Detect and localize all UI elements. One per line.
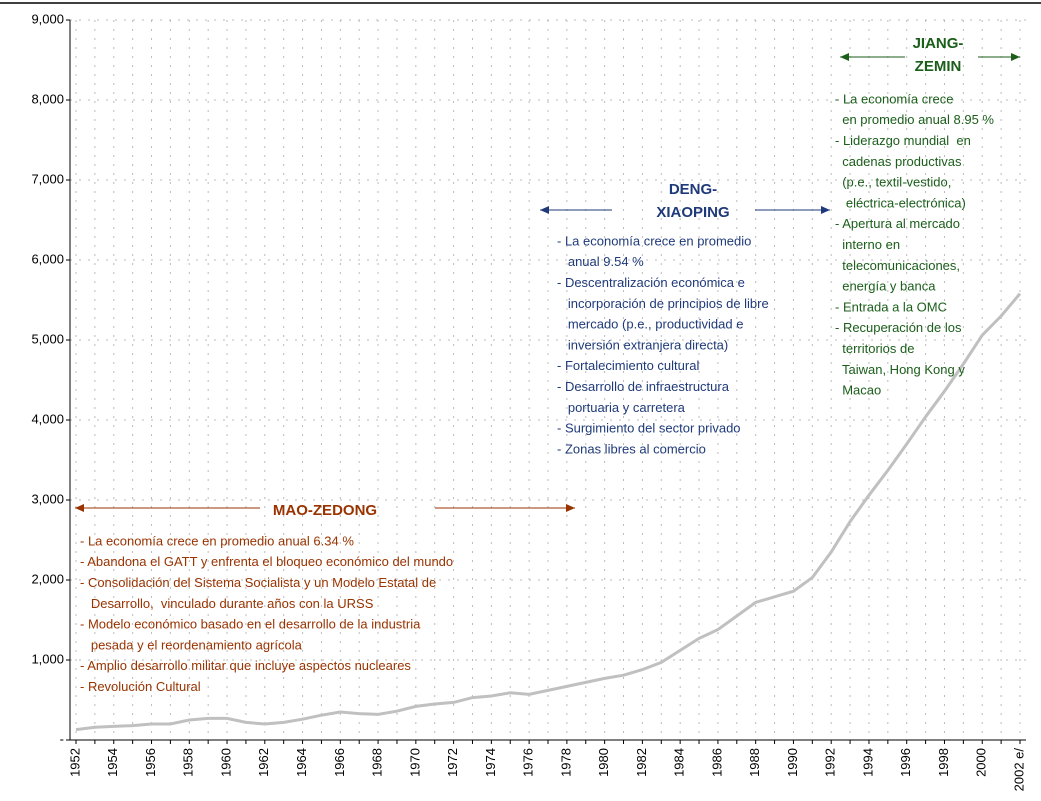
era-note: - Apertura al mercado bbox=[835, 216, 960, 231]
era-note: - Revolución Cultural bbox=[80, 679, 201, 694]
era-note: cadenas productivas bbox=[835, 154, 962, 169]
x-tick-label: 1974 bbox=[483, 748, 498, 777]
x-tick-label: 1958 bbox=[181, 748, 196, 777]
x-tick-label: 1998 bbox=[936, 748, 951, 777]
era-note: - Abandona el GATT y enfrenta el bloqueo… bbox=[80, 554, 453, 569]
x-tick-label: 1984 bbox=[672, 748, 687, 777]
era-note: Macao bbox=[835, 383, 881, 398]
x-tick-label: 1996 bbox=[898, 748, 913, 777]
era-note: - Liderazgo mundial en bbox=[835, 133, 971, 148]
era-note: - Consolidación del Sistema Socialista y… bbox=[80, 575, 436, 590]
era-note: - La economía crece en promedio bbox=[557, 233, 751, 248]
x-tick-label: 1962 bbox=[256, 748, 271, 777]
era-note: (p.e., textil-vestido, bbox=[835, 175, 951, 190]
x-tick-label: 1982 bbox=[634, 748, 649, 777]
era-note: Desarrollo, vinculado durante años con l… bbox=[80, 596, 374, 611]
x-tick-label: 1960 bbox=[218, 748, 233, 777]
era-note: - Entrada a la OMC bbox=[835, 299, 947, 314]
era-title: JIANG- bbox=[913, 35, 964, 52]
y-tick-label: 2,000 bbox=[31, 571, 64, 586]
y-tick-label: - bbox=[60, 731, 64, 746]
era-note: - Amplio desarrollo militar que incluye … bbox=[80, 658, 411, 673]
era-title: DENG- bbox=[669, 181, 717, 198]
era-note: - Recuperación de los bbox=[835, 320, 962, 335]
era-note: territorios de bbox=[835, 341, 914, 356]
x-tick-label: 1990 bbox=[785, 748, 800, 777]
y-tick-label: 8,000 bbox=[31, 91, 64, 106]
era-note: mercado (p.e., productividad e bbox=[557, 317, 743, 332]
era-note: - Fortalecimiento cultural bbox=[557, 358, 699, 373]
era-note: energía y banca bbox=[835, 279, 936, 294]
x-tick-label: 1952 bbox=[67, 748, 82, 777]
era-note: pesada y el reordenamiento agrícola bbox=[80, 637, 303, 652]
arrow-head bbox=[821, 206, 830, 214]
era-note: - La economía crece bbox=[835, 91, 954, 106]
x-tick-label: 1992 bbox=[823, 748, 838, 777]
era-note: eléctrica-electrónica) bbox=[835, 195, 966, 210]
arrow-head bbox=[75, 504, 84, 512]
era-note: - Desarrollo de infraestructura bbox=[557, 379, 730, 394]
y-tick-label: 1,000 bbox=[31, 651, 64, 666]
y-tick-label: 7,000 bbox=[31, 171, 64, 186]
y-tick-label: 3,000 bbox=[31, 491, 64, 506]
x-tick-label: 2002 e/ bbox=[1011, 748, 1026, 792]
era-note: - Zonas libres al comercio bbox=[557, 441, 706, 456]
era-note: - La economía crece en promedio anual 6.… bbox=[80, 533, 354, 548]
x-tick-label: 1956 bbox=[143, 748, 158, 777]
x-tick-label: 1964 bbox=[294, 748, 309, 777]
x-tick-label: 1970 bbox=[407, 748, 422, 777]
era-note: en promedio anual 8.95 % bbox=[835, 112, 994, 127]
era-note: anual 9.54 % bbox=[557, 254, 644, 269]
arrow-head bbox=[1011, 53, 1020, 61]
arrow-head bbox=[566, 504, 575, 512]
era-note: interno en bbox=[835, 237, 900, 252]
arrow-head bbox=[540, 206, 549, 214]
era-note: portuaria y carretera bbox=[557, 400, 686, 415]
x-tick-label: 1976 bbox=[521, 748, 536, 777]
arrow-head bbox=[840, 53, 849, 61]
era-title: XIAOPING bbox=[656, 204, 729, 221]
x-tick-label: 2000 bbox=[974, 748, 989, 777]
y-tick-label: 4,000 bbox=[31, 411, 64, 426]
era-note: incorporación de principios de libre bbox=[557, 296, 769, 311]
era-note: - Descentralización económica e bbox=[557, 275, 745, 290]
era-note: inversión extranjera directa) bbox=[557, 337, 728, 352]
x-tick-label: 1972 bbox=[445, 748, 460, 777]
x-tick-label: 1978 bbox=[558, 748, 573, 777]
x-tick-label: 1954 bbox=[105, 748, 120, 777]
era-note: telecomunicaciones, bbox=[835, 258, 960, 273]
x-tick-label: 1988 bbox=[747, 748, 762, 777]
x-tick-label: 1994 bbox=[860, 748, 875, 777]
x-tick-label: 1966 bbox=[332, 748, 347, 777]
era-title: ZEMIN bbox=[915, 58, 962, 75]
x-tick-label: 1968 bbox=[370, 748, 385, 777]
x-tick-label: 1986 bbox=[709, 748, 724, 777]
data-line bbox=[75, 292, 1022, 732]
x-tick-label: 1980 bbox=[596, 748, 611, 777]
era-note: - Modelo económico basado en el desarrol… bbox=[80, 617, 421, 632]
era-note: Taiwan, Hong Kong y bbox=[835, 362, 965, 377]
y-tick-label: 5,000 bbox=[31, 331, 64, 346]
y-tick-label: 6,000 bbox=[31, 251, 64, 266]
era-note: - Surgimiento del sector privado bbox=[557, 421, 741, 436]
era-title: MAO-ZEDONG bbox=[273, 502, 377, 519]
y-tick-label: 9,000 bbox=[31, 11, 64, 26]
